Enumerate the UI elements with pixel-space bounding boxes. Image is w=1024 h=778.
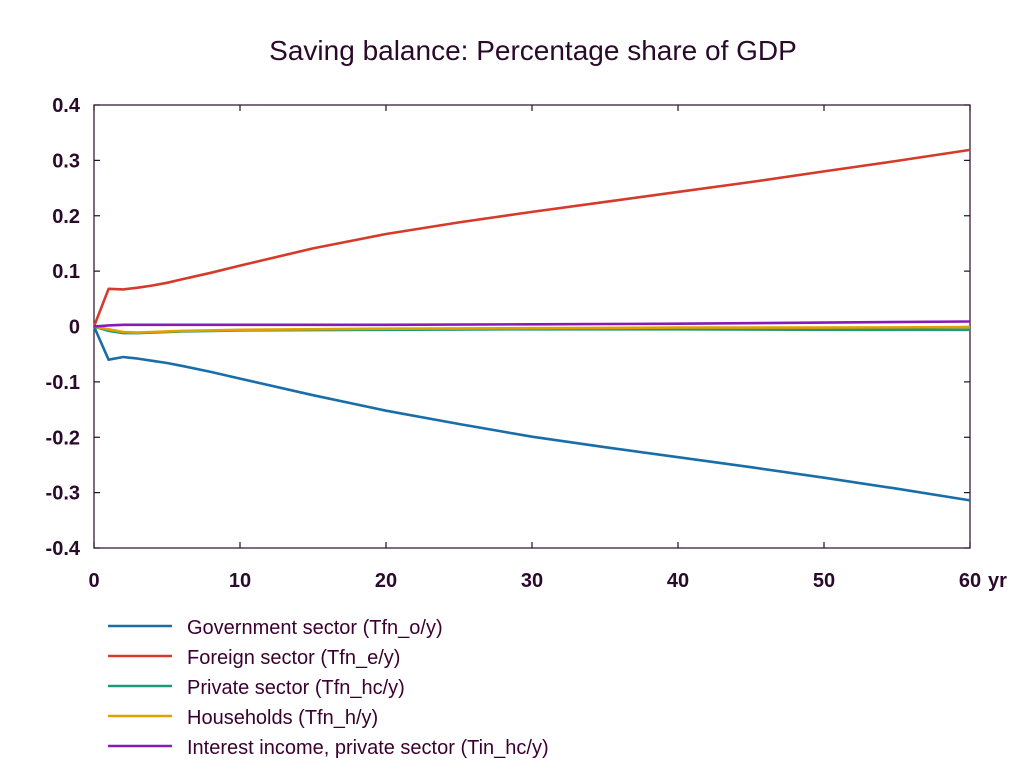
- x-tick-label: 40: [667, 570, 689, 592]
- x-tick-label: 60: [959, 570, 981, 592]
- legend-label-2: Foreign sector (Tfn_e/y): [187, 647, 400, 669]
- x-tick-label: 10: [229, 570, 251, 592]
- y-tick-label: 0.1: [52, 261, 80, 283]
- y-tick-label: -0.1: [46, 372, 80, 394]
- y-tick-label: 0.4: [52, 95, 81, 117]
- series-layer: [92, 148, 971, 502]
- legend-label-3: Private sector (Tfn_hc/y): [187, 677, 405, 699]
- x-tick-label: 0: [88, 570, 99, 592]
- x-tick-label: 30: [521, 570, 543, 592]
- y-tick-label: 0: [69, 317, 80, 339]
- x-tick-label: 50: [813, 570, 835, 592]
- x-tick-label: 20: [375, 570, 397, 592]
- series-line-2: [92, 148, 971, 327]
- legend-label-4: Households (Tfn_h/y): [187, 707, 378, 729]
- x-unit-label: yr: [988, 570, 1007, 592]
- legend-label-1: Government sector (Tfn_o/y): [187, 617, 443, 639]
- legend: Government sector (Tfn_o/y) Foreign secto…: [108, 617, 549, 759]
- chart-title: Saving balance: Percentage share of GDP: [269, 35, 797, 66]
- y-tick-label: 0.3: [52, 150, 80, 172]
- y-tick-label: -0.3: [46, 483, 80, 505]
- series-line-5: [93, 320, 971, 328]
- y-tick-label: 0.2: [52, 206, 80, 228]
- legend-label-5: Interest income, private sector (Tin_hc/…: [187, 737, 549, 759]
- y-tick-label: -0.2: [46, 427, 80, 449]
- y-tick-label: -0.4: [46, 538, 81, 560]
- axes: 0.4 0.3 0.2 0.1 0 -0.1 -0.2 -0.3 -0.4 0 10 20 30 40 50…: [46, 95, 1008, 592]
- series-line-4: [93, 325, 971, 334]
- series-line-1: [92, 325, 971, 502]
